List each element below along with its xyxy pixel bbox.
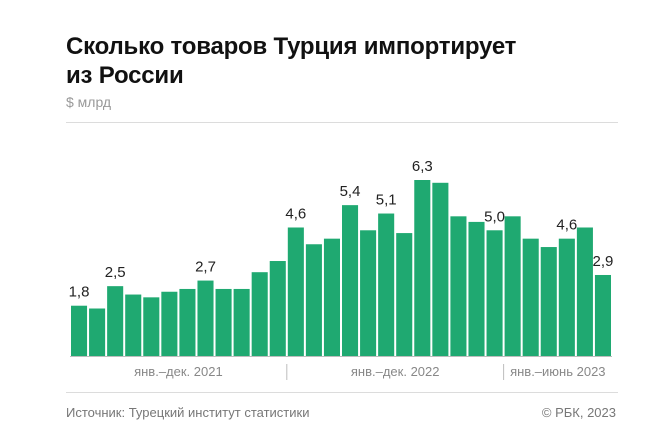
bar-2022-07 [396, 233, 413, 356]
data-label-2022-08: 6,3 [412, 158, 433, 175]
bar-2022-03 [323, 238, 340, 356]
bar-2022-09 [432, 182, 449, 356]
bar-2022-08 [414, 180, 431, 356]
bar-2023-04 [558, 238, 575, 356]
data-label-2022-01: 4,6 [285, 205, 306, 222]
x-group-label-1: янв.–дек. 2022 [351, 364, 440, 379]
bar-2023-06 [594, 274, 611, 356]
bar-2021-06 [161, 291, 178, 356]
chart-title-line-1: Сколько товаров Турция импортирует [66, 33, 517, 60]
top-divider [66, 122, 618, 123]
x-group-label-2: янв.–июнь 2023 [510, 364, 605, 379]
bar-2022-12 [486, 230, 503, 356]
bar-2021-07 [179, 288, 196, 356]
data-label-2022-12: 5,0 [484, 208, 505, 225]
bar-2022-06 [378, 213, 395, 356]
bar-2022-05 [360, 230, 377, 356]
data-label-2022-06: 5,1 [376, 192, 397, 209]
data-label-2022-04: 5,4 [340, 183, 361, 200]
bar-2021-09 [215, 288, 232, 356]
bar-2022-04 [342, 205, 359, 356]
bar-2022-11 [468, 221, 485, 356]
bar-2021-10 [233, 288, 250, 356]
data-label-2023-06: 2,9 [593, 253, 614, 270]
bar-2022-02 [305, 244, 322, 356]
chart-title: Сколько товаров Турция импортирует из Ро… [66, 32, 626, 90]
copyright-credit: © РБК, 2023 [541, 405, 616, 420]
bar-2021-02 [89, 308, 106, 356]
bar-2021-03 [107, 286, 124, 356]
bar-2021-08 [197, 280, 214, 356]
bar-2021-04 [125, 294, 142, 356]
bar-2023-02 [522, 238, 539, 356]
chart-title-line-2: из России [66, 62, 184, 89]
bar-2021-01 [71, 305, 88, 356]
data-label-2021-03: 2,5 [105, 264, 126, 281]
data-label-2021-08: 2,7 [195, 259, 216, 276]
bar-2021-12 [269, 261, 286, 356]
data-label-2023-04: 4,6 [556, 217, 577, 234]
bar-2021-05 [143, 297, 160, 356]
x-group-label-0: янв.–дек. 2021 [134, 364, 223, 379]
data-label-2021-01: 1,8 [69, 284, 90, 301]
source-note: Источник: Турецкий институт статистики [66, 405, 310, 420]
bar-2023-05 [576, 227, 593, 356]
bar-2023-01 [504, 216, 521, 356]
bar-2021-11 [251, 272, 268, 356]
bar-2023-03 [540, 247, 557, 356]
bar-2022-10 [450, 216, 467, 356]
unit-label: $ млрд [66, 94, 112, 110]
bottom-divider [66, 392, 618, 393]
bar-2022-01 [287, 227, 304, 356]
